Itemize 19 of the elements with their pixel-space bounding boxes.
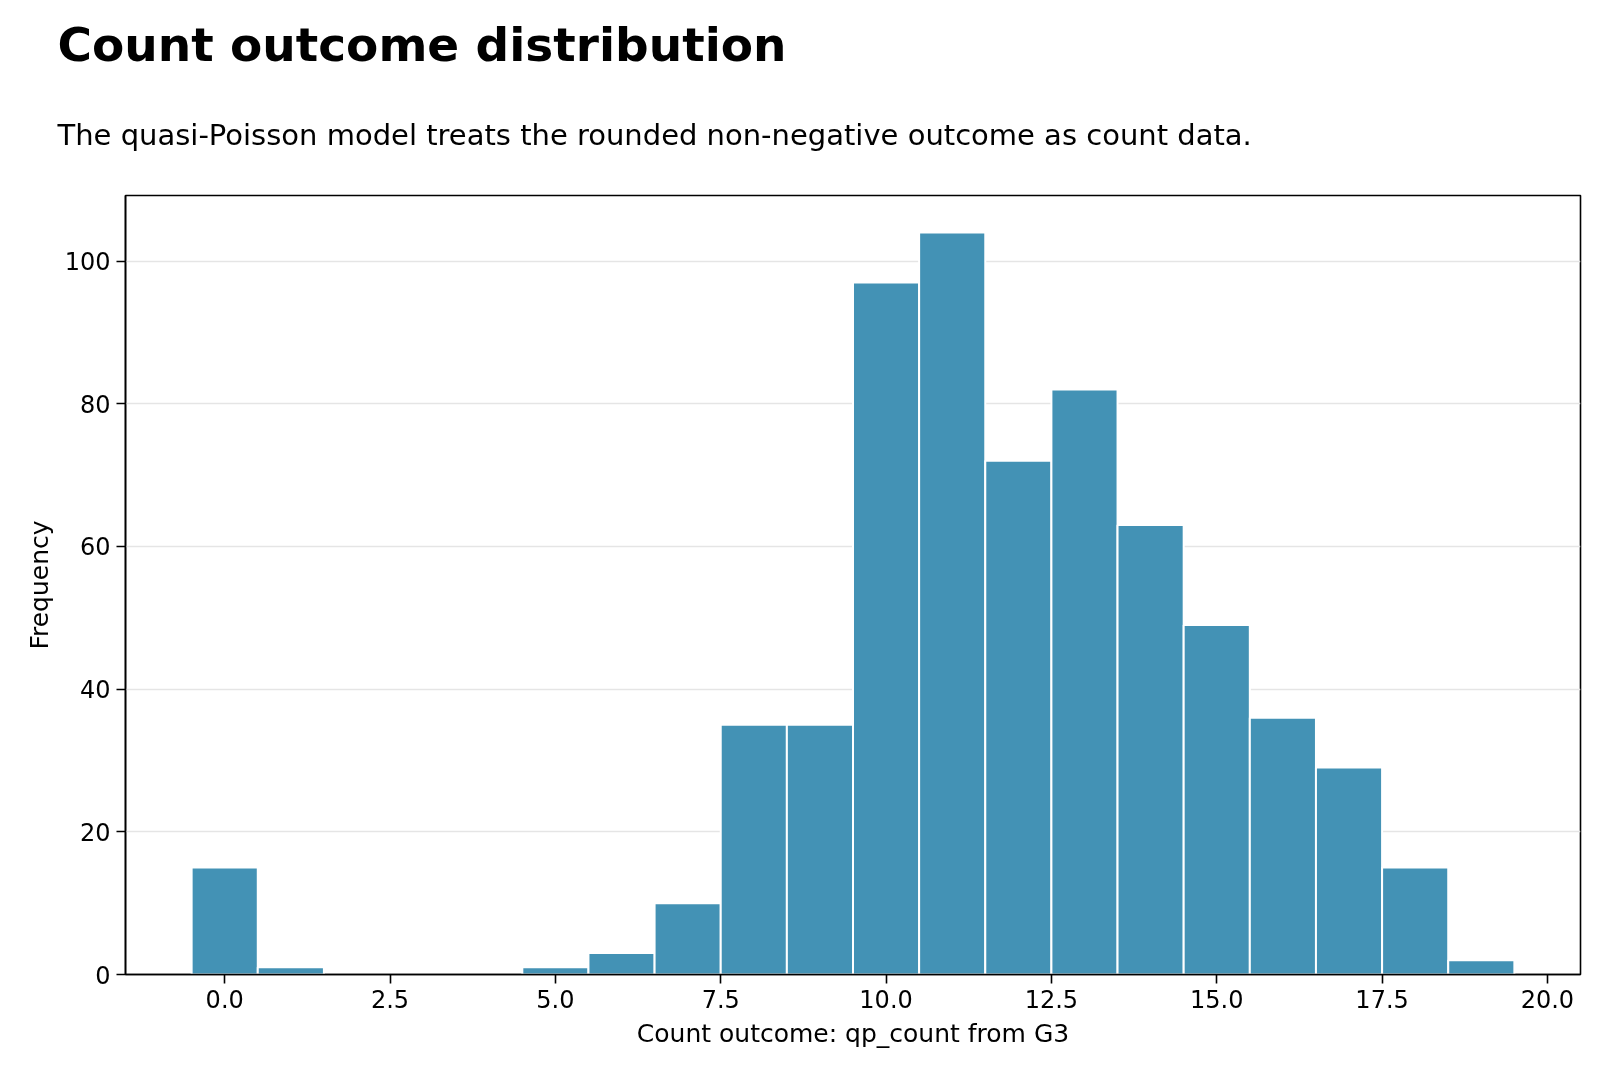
y-axis-title: Frequency (24, 520, 54, 650)
y-tick-label: 40 (79, 676, 111, 705)
x-tick-label: 17.5 (1355, 985, 1409, 1014)
x-tick-label: 15.0 (1190, 985, 1244, 1014)
x-tick-label: 7.5 (701, 985, 740, 1014)
y-tick-label: 100 (64, 248, 111, 277)
x-axis-title: Count outcome: qp_count from G3 (636, 1018, 1070, 1048)
x-tick-label: 5.0 (536, 985, 575, 1014)
x-tick-label: 20.0 (1520, 985, 1575, 1014)
x-tick-label: 12.5 (1024, 985, 1079, 1014)
chart-subtitle: The quasi-Poisson model treats the rounded non-negative outcome as count data. (56, 117, 1252, 152)
y-tick-label: 0 (95, 961, 111, 990)
chart-title: Count outcome distribution (57, 16, 787, 72)
y-tick-label: 80 (79, 390, 111, 419)
y-tick-label: 20 (79, 818, 111, 847)
x-tick-label: 0.0 (205, 985, 244, 1014)
x-tick-label: 2.5 (370, 985, 410, 1014)
y-tick-label: 60 (79, 533, 111, 562)
x-tick-label: 10.0 (859, 985, 913, 1014)
